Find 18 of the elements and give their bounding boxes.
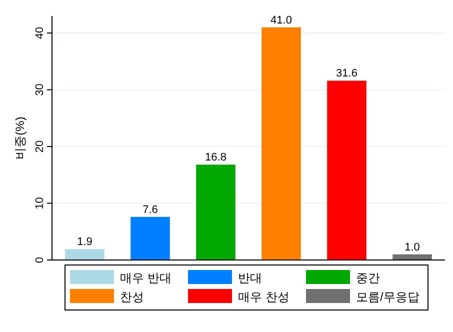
y-tick-label: 40 <box>34 26 46 40</box>
data-label: 1.0 <box>404 241 420 254</box>
y-tick-label: 10 <box>34 197 46 210</box>
data-label: 7.6 <box>142 204 158 216</box>
data-label: 41.0 <box>270 14 292 26</box>
legend-label: 모름/무응답 <box>356 290 420 304</box>
y-tick-label: 20 <box>34 140 46 153</box>
legend-label: 중간 <box>356 271 380 285</box>
data-label: 16.8 <box>205 152 226 164</box>
y-axis-title: 비중(%) <box>13 116 27 160</box>
legend-label: 반대 <box>238 271 262 285</box>
data-label: 1.9 <box>77 236 92 248</box>
legend-label: 찬성 <box>120 290 144 304</box>
legend-label: 매우 찬성 <box>238 290 290 304</box>
data-label: 31.6 <box>336 68 358 80</box>
legend-label: 매우 반대 <box>120 271 172 285</box>
y-tick-label: 0 <box>34 256 46 264</box>
y-tick-label: 30 <box>34 84 46 96</box>
